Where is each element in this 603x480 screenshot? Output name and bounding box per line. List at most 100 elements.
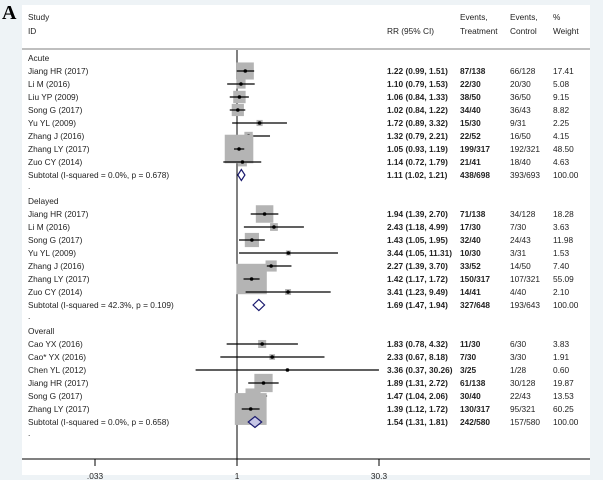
weight-label: 2.10 [553, 287, 570, 297]
events-control: 193/643 [510, 300, 540, 310]
rr-ci-label: 1.39 (1.12, 1.72) [387, 404, 448, 414]
events-treatment: 34/40 [460, 105, 481, 115]
events-treatment: 130/317 [460, 404, 490, 414]
study-name: Zuo CY (2014) [28, 157, 83, 167]
study-name: Chen YL (2012) [28, 365, 86, 375]
header-id: ID [28, 26, 36, 36]
study-name: Song G (2017) [28, 235, 83, 245]
events-control: 36/50 [510, 92, 531, 102]
events-treatment: 438/698 [460, 170, 490, 180]
events-control: 3/30 [510, 352, 527, 362]
study-name: Zhang LY (2017) [28, 144, 90, 154]
study-name: Li M (2016) [28, 79, 70, 89]
weight-label: 2.25 [553, 118, 570, 128]
header-treatment: Events, [460, 12, 488, 22]
rr-ci-label: 1.05 (0.93, 1.19) [387, 144, 448, 154]
point-estimate [261, 381, 266, 385]
point-estimate [262, 212, 267, 216]
events-control: 36/43 [510, 105, 531, 115]
events-control: 7/30 [510, 222, 527, 232]
rr-ci-label: 1.11 (1.02, 1.21) [387, 170, 448, 180]
rr-ci-label: 1.42 (1.17, 1.72) [387, 274, 448, 284]
events-treatment: 10/30 [460, 248, 481, 258]
point-estimate [243, 69, 248, 73]
header-treatment: Treatment [460, 26, 498, 36]
weight-label: 13.53 [553, 391, 574, 401]
weight-label: 3.83 [553, 339, 570, 349]
events-treatment: 87/138 [460, 66, 486, 76]
point-estimate [286, 251, 291, 255]
events-treatment: 21/41 [460, 157, 481, 167]
events-treatment: 199/317 [460, 144, 490, 154]
weight-label: 19.87 [553, 378, 574, 388]
weight-label: 55.09 [553, 274, 574, 284]
weight-label: 9.15 [553, 92, 570, 102]
events-control: 20/30 [510, 79, 531, 89]
study-name: Cao* YX (2016) [28, 352, 86, 362]
point-estimate [257, 121, 262, 125]
events-control: 9/31 [510, 118, 527, 128]
study-name: Yu YL (2009) [28, 248, 76, 258]
x-tick-label: 1 [235, 471, 240, 480]
point-estimate [285, 368, 290, 372]
rr-ci-label: 1.47 (1.04, 2.06) [387, 391, 448, 401]
study-name: Zhang LY (2017) [28, 404, 90, 414]
panel-label: A [2, 2, 17, 24]
header-weight: Weight [553, 26, 579, 36]
events-treatment: 3/25 [460, 365, 477, 375]
rr-ci-label: 1.10 (0.79, 1.53) [387, 79, 448, 89]
weight-label: 100.00 [553, 300, 579, 310]
study-name: Zhang LY (2017) [28, 274, 90, 284]
weight-label: 8.82 [553, 105, 570, 115]
separator-dot: . [28, 311, 30, 321]
point-estimate [237, 147, 241, 151]
weight-label: 3.63 [553, 222, 570, 232]
events-control: 107/321 [510, 274, 540, 284]
header-control: Control [510, 26, 537, 36]
rr-ci-label: 1.83 (0.78, 4.32) [387, 339, 448, 349]
events-control: 24/43 [510, 235, 531, 245]
events-treatment: 327/648 [460, 300, 490, 310]
plot-background [22, 5, 590, 475]
rr-ci-label: 1.32 (0.79, 2.21) [387, 131, 448, 141]
study-name: Zhang J (2016) [28, 261, 85, 271]
events-treatment: 15/30 [460, 118, 481, 128]
events-treatment: 14/41 [460, 287, 481, 297]
events-control: 34/128 [510, 209, 536, 219]
subtotal-diamond [252, 298, 266, 312]
group-label: Delayed [28, 196, 59, 206]
point-estimate [240, 160, 245, 164]
point-estimate [269, 264, 273, 268]
rr-ci-label: 3.44 (1.05, 11.31) [387, 248, 452, 258]
events-treatment: 38/50 [460, 92, 481, 102]
weight-label: 4.15 [553, 131, 570, 141]
weight-label: 11.98 [553, 235, 574, 245]
study-name: Cao YX (2016) [28, 339, 83, 349]
study-name: Jiang HR (2017) [28, 66, 89, 76]
study-name: Zhang J (2016) [28, 131, 85, 141]
point-estimate [270, 355, 275, 359]
events-control: 30/128 [510, 378, 536, 388]
point-estimate [239, 82, 243, 86]
rr-ci-label: 1.72 (0.89, 3.32) [387, 118, 448, 128]
rr-ci-label: 1.94 (1.39, 2.70) [387, 209, 448, 219]
events-treatment: 32/40 [460, 235, 481, 245]
rr-ci-label: 1.43 (1.05, 1.95) [387, 235, 448, 245]
events-control: 22/43 [510, 391, 531, 401]
rr-ci-label: 1.14 (0.72, 1.79) [387, 157, 448, 167]
rr-ci-label: 1.89 (1.31, 2.72) [387, 378, 448, 388]
point-estimate [260, 342, 264, 346]
separator-dot: . [28, 428, 30, 438]
events-treatment: 11/30 [460, 339, 481, 349]
rr-ci-label: 1.69 (1.47, 1.94) [387, 300, 448, 310]
events-control: 6/30 [510, 339, 527, 349]
events-control: 3/31 [510, 248, 527, 258]
events-control: 18/40 [510, 157, 531, 167]
study-name: Jiang HR (2017) [28, 209, 89, 219]
group-label: Acute [28, 53, 50, 63]
weight-label: 4.63 [553, 157, 570, 167]
point-estimate [250, 238, 254, 242]
point-estimate [272, 225, 276, 229]
point-estimate [236, 108, 240, 112]
